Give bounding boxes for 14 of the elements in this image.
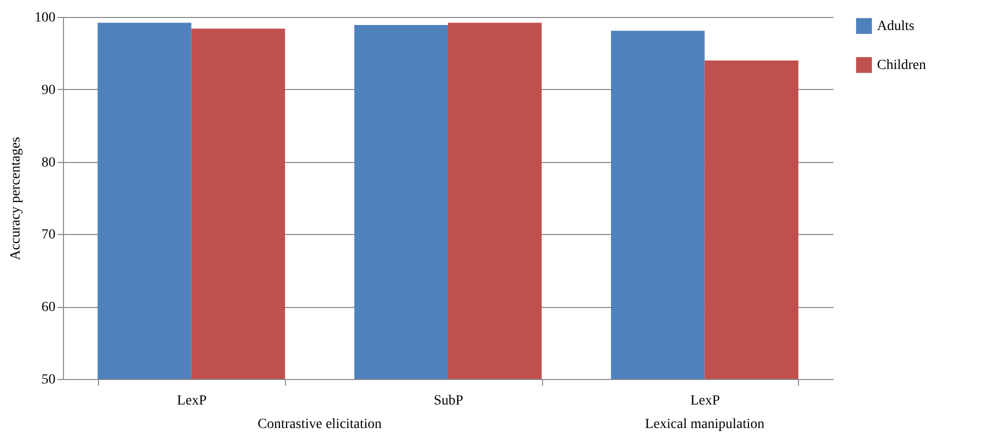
y-tick-label: 50 <box>42 372 56 388</box>
x-tick-label: SubP <box>434 394 464 408</box>
legend-label: Children <box>877 58 926 73</box>
legend-label: Adults <box>877 19 914 34</box>
x-tick-label: LexP <box>690 394 720 408</box>
x-tick-label: LexP <box>177 394 207 408</box>
y-tick-label: 70 <box>42 228 56 243</box>
text: Lexical manipulation <box>644 417 764 432</box>
y-tick-label: 100 <box>34 10 56 26</box>
y-tick-label: 80 <box>42 155 56 170</box>
y-tick-label: 60 <box>42 300 56 316</box>
y-axis-title: Accuracy percentages <box>8 136 24 260</box>
text: Contrastive elicitation <box>258 417 382 432</box>
y-tick-label: 90 <box>42 82 56 98</box>
